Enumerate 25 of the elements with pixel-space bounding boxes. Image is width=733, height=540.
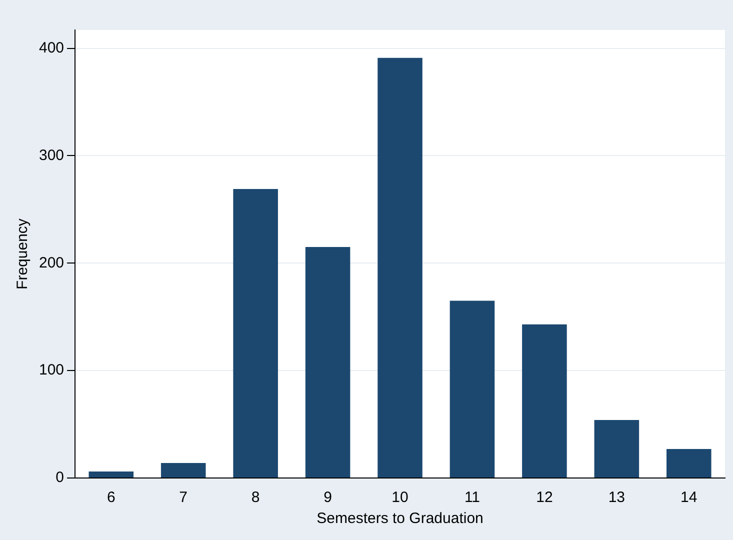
x-tick-label: 9	[324, 489, 332, 506]
y-tick-label: 400	[38, 39, 64, 56]
x-axis-title: Semesters to Graduation	[316, 510, 484, 528]
bar	[305, 247, 350, 478]
x-tick-label: 7	[179, 489, 188, 506]
bar	[594, 420, 640, 478]
y-tick-label: 100	[38, 362, 64, 379]
bar	[450, 300, 495, 478]
x-tick-label: 14	[680, 489, 698, 506]
y-axis-title: Frequency	[14, 218, 32, 290]
bar	[233, 189, 278, 478]
y-tick-label: 200	[38, 254, 64, 272]
x-tick-label: 8	[251, 489, 260, 506]
bar	[378, 58, 422, 478]
x-tick-label: 13	[608, 489, 626, 506]
x-tick-label: 6	[106, 489, 116, 506]
bar	[522, 324, 567, 478]
bar	[666, 448, 712, 478]
bar	[160, 462, 206, 478]
x-tick-label: 12	[536, 489, 553, 506]
y-tick-label: 300	[38, 146, 64, 164]
x-tick-label: 11	[464, 489, 480, 506]
x-tick-label: 10	[392, 489, 408, 506]
y-tick-label: 0	[56, 469, 64, 486]
bar	[88, 472, 134, 478]
